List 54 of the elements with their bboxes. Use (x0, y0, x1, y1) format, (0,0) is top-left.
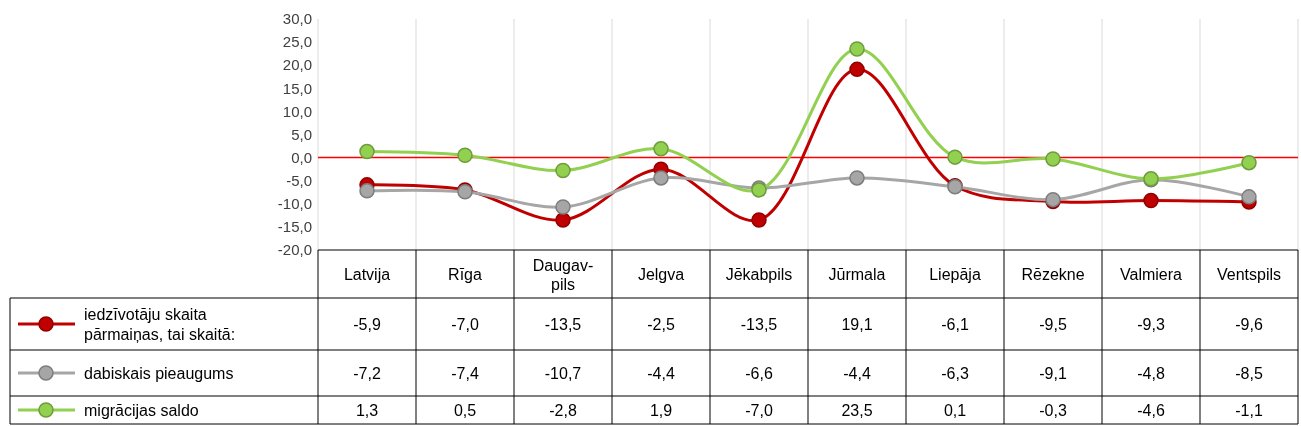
data-label: 19,1 (841, 315, 873, 333)
x-tick-label: Liepāja (929, 265, 981, 283)
data-label: -13,5 (544, 315, 582, 333)
data-label: -7,2 (353, 364, 381, 382)
y-tick-label: 20,0 (282, 56, 312, 74)
data-label: -4,4 (843, 364, 871, 382)
legend-label: iedzīvotāju skaita pārmaiņas, tai skaitā: (84, 305, 236, 343)
data-label: -2,8 (549, 401, 577, 419)
x-tick-label: Daugav-pils (532, 256, 594, 293)
x-tick-label: Rīga (448, 265, 482, 283)
data-label: 0,5 (453, 401, 477, 419)
y-tick-label: 25,0 (282, 33, 312, 51)
data-label: -8,5 (1235, 364, 1263, 382)
y-tick-label: 0,0 (291, 148, 312, 166)
data-label: -4,8 (1137, 364, 1165, 382)
y-tick-label: 15,0 (282, 79, 312, 97)
data-label: -5,9 (353, 315, 381, 333)
data-label: -9,1 (1039, 364, 1067, 382)
data-label: -2,5 (647, 315, 675, 333)
data-label: -13,5 (740, 315, 778, 333)
y-tick-label: 5,0 (291, 125, 312, 143)
data-label: -6,6 (745, 364, 773, 382)
data-label: 1,3 (355, 401, 379, 419)
data-label: 23,5 (841, 401, 873, 419)
data-label: 0,1 (943, 401, 967, 419)
data-label: -9,3 (1137, 315, 1165, 333)
y-tick-label: -15,0 (277, 218, 312, 236)
y-tick-label: 10,0 (282, 102, 312, 120)
data-label: -9,5 (1039, 315, 1067, 333)
data-label: -0,3 (1039, 401, 1067, 419)
data-label: -10,7 (544, 364, 582, 382)
x-tick-label: Ventspils (1216, 265, 1282, 283)
y-tick-label: -5,0 (286, 171, 312, 189)
data-label: -1,1 (1235, 401, 1263, 419)
data-label: -6,3 (941, 364, 969, 382)
data-label: -7,0 (745, 401, 773, 419)
legend-label: migrācijas saldo (84, 401, 199, 419)
y-tick-label: -20,0 (277, 241, 312, 259)
data-label: -7,4 (451, 364, 479, 382)
x-tick-label: Rēzekne (1021, 265, 1085, 283)
data-label: -9,6 (1235, 315, 1263, 333)
data-label: -4,4 (647, 364, 675, 382)
y-tick-label: 30,0 (282, 10, 312, 28)
data-label: -7,0 (451, 315, 479, 333)
x-tick-label: Jēkabpils (725, 265, 793, 283)
legend-label: dabiskais pieaugums (84, 364, 234, 382)
x-tick-label: Jūrmala (828, 265, 886, 283)
data-label: -4,6 (1137, 401, 1165, 419)
y-tick-label: -10,0 (277, 195, 312, 213)
data-label: -6,1 (941, 315, 969, 333)
data-label: 1,9 (649, 401, 673, 419)
x-tick-label: Valmiera (1120, 265, 1183, 283)
x-tick-label: Jelgva (637, 265, 685, 283)
x-tick-label: Latvija (343, 265, 391, 283)
